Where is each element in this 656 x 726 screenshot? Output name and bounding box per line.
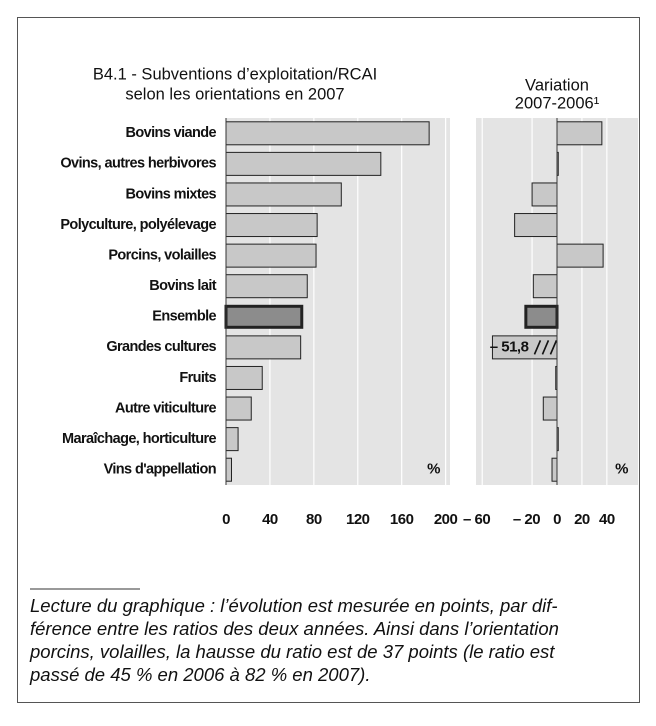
highlight-bar: [224, 304, 304, 329]
note: Lecture du graphique : l’évolution est m…: [30, 594, 640, 686]
chart-title: Variation: [525, 76, 589, 94]
bar: [532, 274, 558, 299]
chart-title: 2007-2006¹: [515, 94, 600, 112]
chart-title: B4.1 - Subventions d’exploitation/RCAI: [93, 65, 377, 83]
value-label: – 51,8: [490, 338, 529, 355]
x-tick-label: 0: [222, 511, 230, 528]
category-label: Grandes cultures: [106, 339, 216, 355]
bar: [225, 365, 263, 390]
category-label: Porcins, volailles: [108, 247, 216, 263]
bar: [225, 457, 232, 482]
bar: [225, 335, 302, 360]
unit-label: %: [427, 461, 440, 478]
unit-label: %: [615, 461, 628, 478]
frame: [17, 17, 640, 703]
bar: [225, 243, 317, 268]
chart-title: selon les orientations en 2007: [125, 85, 344, 103]
bar: [225, 427, 239, 452]
note-line: porcins, volailles, la hausse du ratio e…: [30, 641, 555, 662]
x-tick-label: 40: [599, 511, 615, 528]
bar: [225, 213, 318, 238]
bar: [556, 243, 604, 268]
bar: [225, 274, 308, 299]
bar: [531, 182, 558, 207]
note-line: passé de 45 % en 2006 à 82 % en 2007).: [30, 664, 371, 685]
bar: [225, 396, 252, 421]
x-tick-label: 160: [390, 511, 414, 528]
category-label: Autre viticulture: [115, 400, 217, 416]
category-label: Bovins viande: [125, 125, 216, 141]
highlight-bar: [524, 304, 559, 329]
break-mark: [541, 340, 550, 355]
category-label: Ovins, autres herbivores: [60, 156, 216, 172]
category-label: Fruits: [179, 370, 216, 386]
bar: [542, 396, 558, 421]
category-label: Polyculture, polyélevage: [60, 217, 216, 233]
note-line: férence entre les ratios des deux années…: [30, 618, 559, 639]
bar: [551, 457, 558, 482]
bar: [225, 121, 430, 146]
x-tick-label: 20: [574, 511, 590, 528]
x-tick-label: 120: [346, 511, 370, 528]
note-line: Lecture du graphique : l’évolution est m…: [30, 595, 558, 616]
bar: [556, 121, 603, 146]
category-label: Bovins lait: [149, 278, 216, 294]
break-mark: [533, 340, 542, 355]
category-label: Maraîchage, horticulture: [62, 431, 217, 447]
category-label: Ensemble: [152, 309, 216, 325]
x-tick-label: 200: [434, 511, 458, 528]
x-tick-label: 40: [262, 511, 278, 528]
category-label: Vins d'appellation: [104, 462, 216, 478]
bar: [225, 151, 382, 176]
x-tick-label: – 20: [513, 511, 540, 528]
bar: [225, 182, 342, 207]
plot-background: [226, 118, 450, 485]
break-mark: [549, 340, 558, 355]
bar: [514, 213, 558, 238]
x-tick-label: 0: [553, 511, 561, 528]
category-label: Bovins mixtes: [125, 186, 216, 202]
x-tick-label: – 60: [463, 511, 490, 528]
x-tick-label: 80: [306, 511, 322, 528]
